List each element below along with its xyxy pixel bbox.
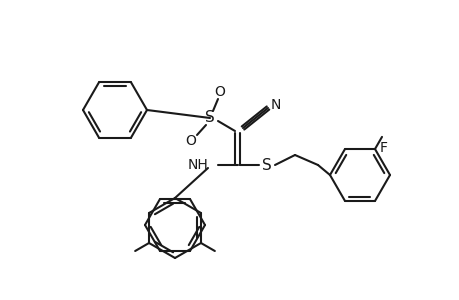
- Text: S: S: [205, 110, 214, 125]
- Text: N: N: [270, 98, 281, 112]
- Text: NH: NH: [187, 158, 207, 172]
- Text: O: O: [185, 134, 196, 148]
- Text: O: O: [214, 85, 225, 99]
- Text: S: S: [262, 158, 271, 172]
- Text: F: F: [379, 141, 387, 155]
